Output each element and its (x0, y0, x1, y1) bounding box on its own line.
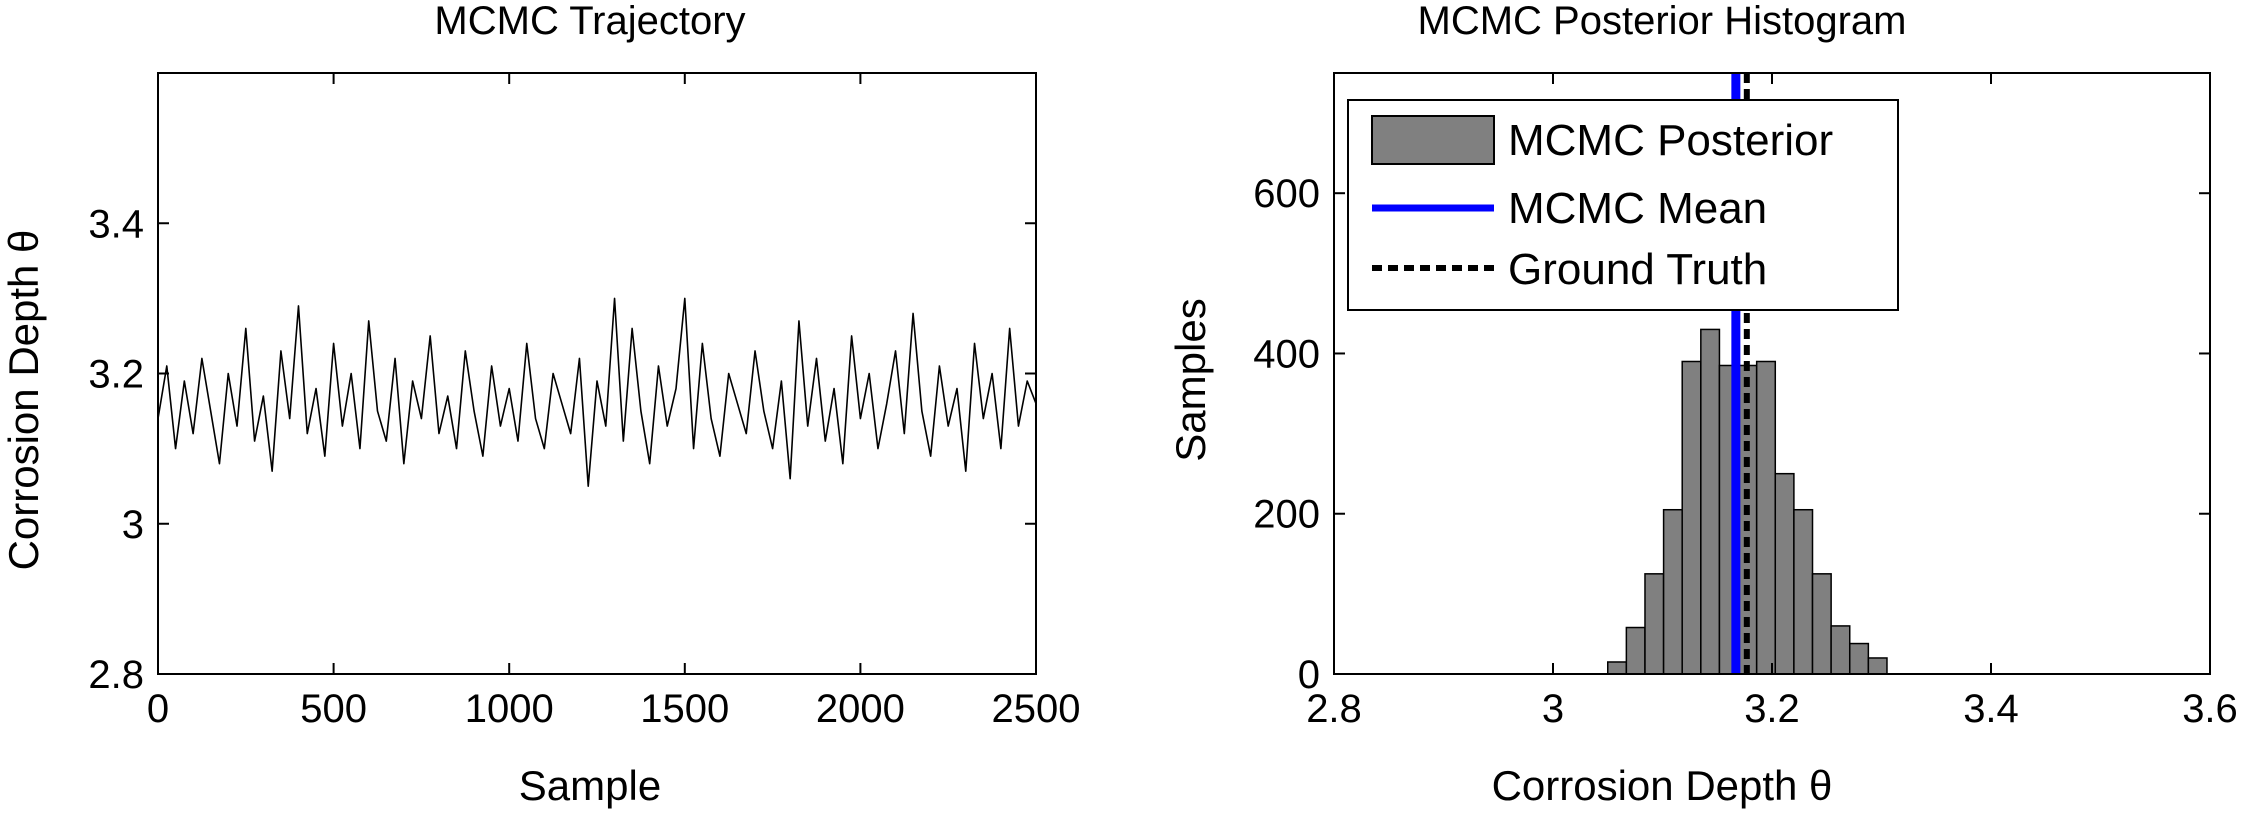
x-tick-label: 3.4 (1963, 687, 2019, 731)
x-tick-label: 3.6 (2182, 687, 2238, 731)
histogram-bar (1848, 642, 1870, 675)
trajectory-line (157, 297, 1037, 487)
y-tick-label: 200 (1253, 493, 1320, 537)
histogram-x-ticks: 2.8 3 3.2 3.4 3.6 (1306, 73, 2238, 731)
histogram-legend: MCMC Posterior MCMC Mean Ground Truth (1347, 99, 1899, 311)
histogram-y-axis-label: Samples (1167, 298, 1214, 461)
histogram-bar (1867, 657, 1888, 675)
legend-label-posterior: MCMC Posterior (1508, 116, 1833, 165)
y-tick-label: 2.8 (88, 653, 144, 697)
y-tick-label: 0 (1298, 653, 1320, 697)
histogram-bars (1607, 328, 1888, 675)
legend-label-truth: Ground Truth (1508, 245, 1767, 294)
trajectory-chart: MCMC Trajectory 0 500 1000 1500 2000 2500 2.8… (0, 0, 1080, 809)
trajectory-plot-area (158, 73, 1036, 674)
histogram-bar (1681, 360, 1702, 675)
x-tick-label: 500 (300, 687, 367, 731)
histogram-chart: MCMC Posterior Histogram 2.8 3 3.2 3.4 3.6 0… (1167, 0, 2238, 809)
histogram-bar (1700, 328, 1721, 675)
x-tick-label: 1500 (640, 687, 729, 731)
trajectory-title: MCMC Trajectory (434, 0, 745, 43)
histogram-bar (1811, 573, 1832, 675)
x-tick-label: 2500 (992, 687, 1081, 731)
y-tick-label: 600 (1253, 172, 1320, 216)
y-tick-label: 400 (1253, 332, 1320, 376)
legend-swatch-posterior (1371, 115, 1495, 165)
histogram-bar (1644, 573, 1665, 675)
histogram-title: MCMC Posterior Histogram (1418, 0, 1907, 43)
histogram-bar (1625, 626, 1646, 675)
histogram-y-ticks: 0 200 400 600 (1253, 172, 2210, 697)
histogram-bar (1830, 625, 1851, 675)
x-tick-label: 0 (147, 687, 169, 731)
histogram-bar (1662, 508, 1683, 675)
x-tick-label: 3.2 (1744, 687, 1800, 731)
y-tick-label: 3 (122, 503, 144, 547)
histogram-bar (1774, 472, 1795, 675)
x-tick-label: 1000 (465, 687, 554, 731)
histogram-bar (1607, 661, 1628, 675)
histogram-x-axis-label: Corrosion Depth θ (1492, 762, 1833, 809)
trajectory-x-ticks: 0 500 1000 1500 2000 2500 (147, 73, 1081, 731)
x-tick-label: 2000 (816, 687, 905, 731)
histogram-bar (1755, 360, 1777, 675)
legend-label-mean: MCMC Mean (1508, 184, 1767, 233)
x-tick-label: 2.8 (1306, 687, 1362, 731)
trajectory-y-ticks: 2.8 3 3.2 3.4 (88, 202, 1036, 697)
trajectory-x-axis-label: Sample (519, 762, 661, 809)
x-tick-label: 3 (1542, 687, 1564, 731)
y-tick-label: 3.2 (88, 353, 144, 397)
trajectory-y-axis-label: Corrosion Depth θ (0, 230, 47, 571)
y-tick-label: 3.4 (88, 202, 144, 246)
histogram-bar (1793, 508, 1814, 675)
